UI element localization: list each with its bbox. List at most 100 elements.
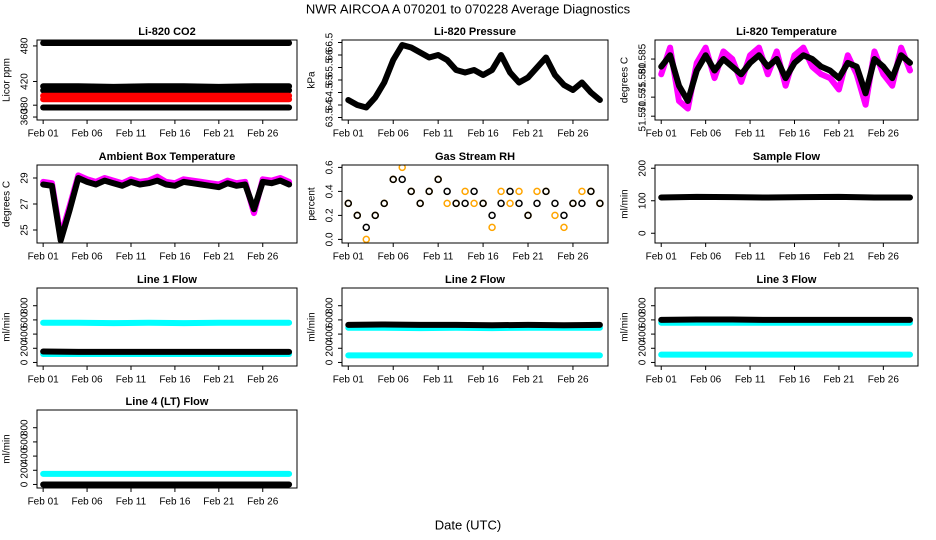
data-point xyxy=(389,175,397,184)
panel-title: Li-820 Temperature xyxy=(736,26,837,38)
x-tick-label: Feb 11 xyxy=(116,252,147,263)
x-tick-label: Feb 26 xyxy=(247,375,279,386)
x-axis-label: Date (UTC) xyxy=(435,517,501,532)
x-tick-label: Feb 16 xyxy=(159,497,191,508)
y-tick-label: 200 xyxy=(20,461,31,478)
x-tick-label: Feb 01 xyxy=(646,375,678,386)
y-tick-label: 65 xyxy=(325,74,336,86)
y-tick-label: 0.2 xyxy=(325,208,336,222)
series-line xyxy=(40,175,293,243)
panel: Gas Stream RH percent Feb 01 Feb 06 Feb 11 Fe… xyxy=(307,151,609,263)
y-tick-label: 0 xyxy=(20,481,31,487)
plot-area xyxy=(658,193,914,201)
plot-area xyxy=(40,319,293,357)
y-tick-label: 64 xyxy=(325,99,336,111)
data-point xyxy=(578,187,586,196)
data-point xyxy=(371,211,379,220)
x-tick-label: Feb 06 xyxy=(71,129,103,140)
x-tick-label: Feb 11 xyxy=(116,375,147,386)
plot-frame xyxy=(36,39,298,121)
y-tick-label: 63.5 xyxy=(325,107,336,127)
y-tick-label: 66 xyxy=(325,49,336,61)
y-tick-label: 0 xyxy=(20,359,31,365)
data-point xyxy=(407,187,415,196)
y-tick-label: 800 xyxy=(638,297,649,314)
y-tick-label: 600 xyxy=(20,433,31,450)
plot-area xyxy=(658,44,914,112)
plot-frame xyxy=(341,39,609,121)
x-tick-label: Feb 11 xyxy=(423,252,454,263)
data-point xyxy=(560,211,568,220)
x-tick-label: Feb 26 xyxy=(868,252,900,263)
data-point xyxy=(515,187,523,196)
x-tick-label: Feb 21 xyxy=(203,497,235,508)
y-tick-label: 360 xyxy=(20,108,31,125)
y-tick-label: 800 xyxy=(20,297,31,314)
y-tick-label: 600 xyxy=(325,311,336,328)
y-axis-label: ml/min xyxy=(620,312,631,341)
data-point xyxy=(380,199,388,208)
data-point xyxy=(506,187,514,196)
x-tick-label: Feb 06 xyxy=(690,129,722,140)
y-tick-label: 420 xyxy=(20,73,31,90)
panel: Line 1 Flow ml/min Feb 01 Feb 06 Feb 11 Feb 1… xyxy=(2,274,298,386)
data-point xyxy=(533,187,541,196)
x-tick-label: Feb 06 xyxy=(378,375,410,386)
y-tick-label: 400 xyxy=(325,325,336,342)
y-tick-label: 0.0 xyxy=(325,232,336,246)
data-point xyxy=(506,199,514,208)
y-axis-label: percent xyxy=(307,187,318,221)
data-point xyxy=(497,199,505,208)
data-point xyxy=(452,199,460,208)
x-tick-label: Feb 21 xyxy=(512,252,544,263)
x-tick-label: Feb 16 xyxy=(468,375,500,386)
x-tick-label: Feb 06 xyxy=(71,375,103,386)
x-tick-label: Feb 26 xyxy=(557,252,589,263)
y-tick-label: 600 xyxy=(20,311,31,328)
data-point xyxy=(515,199,523,208)
y-tick-label: 400 xyxy=(20,447,31,464)
plot-frame xyxy=(36,287,298,367)
x-tick-label: Feb 11 xyxy=(423,375,454,386)
data-point xyxy=(434,175,442,184)
x-tick-label: Feb 11 xyxy=(735,129,766,140)
x-tick-label: Feb 26 xyxy=(868,375,900,386)
panel: Line 2 Flow ml/min Feb 01 Feb 06 Feb 11 Feb 1… xyxy=(307,274,609,386)
data-point xyxy=(398,165,406,172)
y-axis-label: ml/min xyxy=(2,312,13,341)
y-tick-label: 25 xyxy=(20,224,31,236)
y-axis-label: kPa xyxy=(307,71,318,89)
x-tick-label: Feb 16 xyxy=(779,252,811,263)
x-tick-label: Feb 06 xyxy=(690,252,722,263)
panel-title: Ambient Box Temperature xyxy=(99,151,236,163)
x-tick-label: Feb 21 xyxy=(512,129,544,140)
y-tick-label: 51.575 xyxy=(638,81,649,112)
data-point xyxy=(353,211,362,220)
plot-area xyxy=(345,42,603,111)
y-tick-label: 65.5 xyxy=(325,57,336,77)
y-tick-label: 51.585 xyxy=(638,43,649,74)
x-tick-label: Feb 16 xyxy=(468,129,500,140)
y-tick-label: 27 xyxy=(20,198,31,210)
panel-title: Li-820 CO2 xyxy=(138,26,195,38)
plot-frame xyxy=(341,164,609,244)
plot-area xyxy=(40,470,293,488)
panel: Sample Flow ml/min Feb 01 Feb 06 Feb 11 Feb 1… xyxy=(620,151,919,263)
plot-frame xyxy=(36,409,298,489)
data-point xyxy=(542,187,550,196)
series-line xyxy=(658,193,914,201)
x-tick-label: Feb 01 xyxy=(646,252,678,263)
x-tick-label: Feb 01 xyxy=(28,129,60,140)
y-tick-label: 400 xyxy=(638,325,649,342)
y-tick-label: 200 xyxy=(638,339,649,356)
y-tick-label: 51.580 xyxy=(638,62,649,93)
y-tick-label: 800 xyxy=(325,297,336,314)
panel-title: Li-820 Pressure xyxy=(434,26,516,38)
panel-title: Line 3 Flow xyxy=(757,274,817,286)
y-axis-label: ml/min xyxy=(2,434,13,463)
panel: Li-820 Pressure kPa Feb 01 Feb 06 Feb 11 Feb … xyxy=(307,26,609,140)
x-tick-label: Feb 01 xyxy=(333,252,365,263)
x-tick-label: Feb 16 xyxy=(159,252,191,263)
